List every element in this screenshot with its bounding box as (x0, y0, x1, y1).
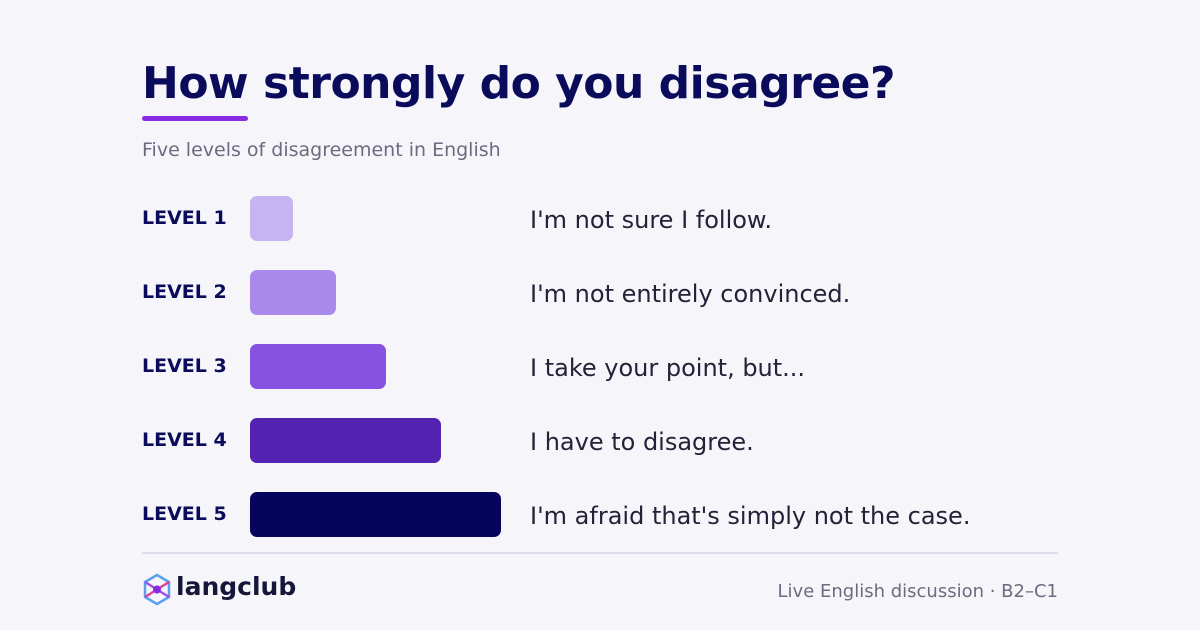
level-row: LEVEL 3 I take your point, but... (142, 344, 1062, 389)
title: How strongly do you disagree? (142, 58, 896, 121)
level-label: LEVEL 3 (142, 355, 227, 377)
level-bar (250, 270, 336, 315)
phrase: I'm afraid that's simply not the case. (530, 502, 971, 530)
divider (142, 552, 1058, 554)
phrase: I'm not sure I follow. (530, 206, 772, 234)
tagline: Live English discussion · B2–C1 (777, 581, 1058, 602)
level-bar (250, 344, 386, 389)
title-rest: strongly do you disagree? (263, 58, 896, 109)
title-highlight: How (142, 58, 249, 121)
level-label: LEVEL 2 (142, 281, 227, 303)
phrase: I'm not entirely convinced. (530, 280, 851, 308)
level-label: LEVEL 1 (142, 207, 227, 229)
level-label: LEVEL 4 (142, 429, 227, 451)
phrase: I have to disagree. (530, 428, 754, 456)
phrase: I take your point, but... (530, 354, 806, 382)
level-row: LEVEL 2 I'm not entirely convinced. (142, 270, 1062, 315)
level-row: LEVEL 1 I'm not sure I follow. (142, 196, 1062, 241)
subtitle: Five levels of disagreement in English (142, 139, 501, 161)
level-label: LEVEL 5 (142, 503, 227, 525)
level-bar (250, 492, 501, 537)
level-row: LEVEL 4 I have to disagree. (142, 418, 1062, 463)
level-row: LEVEL 5 I'm afraid that's simply not the… (142, 492, 1062, 537)
level-bar (250, 418, 441, 463)
level-bar (250, 196, 293, 241)
logo-icon (143, 573, 171, 606)
brand: langclub (176, 572, 297, 601)
